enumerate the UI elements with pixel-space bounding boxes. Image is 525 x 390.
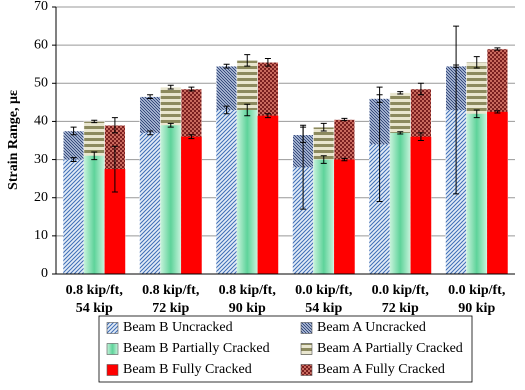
error-bar: [417, 132, 424, 141]
y-tick-label: 40: [34, 114, 48, 129]
bar: [181, 136, 202, 274]
x-tick-label: 0.8 kip/ft, 54 kip: [66, 283, 123, 316]
bar: [216, 109, 237, 274]
error-bar: [111, 145, 118, 193]
legend-swatch: [106, 364, 119, 376]
error-bar: [320, 155, 327, 164]
y-tick-label: 0: [41, 266, 48, 281]
error-bar: [111, 117, 118, 134]
error-bar: [70, 126, 77, 136]
bar: [236, 109, 258, 274]
legend-swatch: [300, 364, 313, 376]
x-tick-label: 0.8 kip/ft, 72 kip: [142, 283, 199, 316]
error-bar: [223, 63, 230, 69]
y-tick-label: 30: [34, 152, 48, 167]
x-tick-label: 0.8 kip/ft, 90 kip: [219, 283, 276, 316]
error-bar: [453, 25, 460, 195]
legend-label: Beam B Uncracked: [123, 320, 233, 335]
legend-label: Beam A Fully Cracked: [317, 362, 445, 377]
error-bar: [494, 47, 501, 51]
legend-label: Beam A Partially Cracked: [317, 341, 463, 356]
bar: [334, 159, 355, 274]
error-bar: [376, 86, 383, 203]
error-bar: [494, 110, 501, 114]
error-bar: [244, 54, 251, 67]
error-bar: [397, 91, 404, 95]
error-bar: [473, 56, 480, 69]
bar: [389, 132, 411, 274]
bar: [83, 155, 105, 274]
bar: [410, 136, 432, 274]
legend-swatch: [300, 322, 313, 334]
y-tick-label: 70: [34, 0, 48, 14]
error-bar: [397, 131, 404, 135]
bar: [104, 169, 126, 274]
x-tick-label: 0.0 kip/ft, 54 kip: [295, 283, 352, 316]
error-bar: [167, 122, 174, 128]
y-axis-title: Strain Range, με: [6, 90, 21, 190]
error-bar: [147, 94, 154, 100]
y-tick-label: 50: [34, 76, 48, 91]
legend-swatch: [300, 343, 313, 355]
bar: [487, 111, 508, 275]
legend-label: Beam A Uncracked: [317, 320, 426, 335]
error-bar: [188, 86, 195, 92]
legend-swatch: [106, 322, 119, 334]
error-bar: [473, 109, 480, 119]
y-tick-label: 10: [34, 228, 48, 243]
bar: [369, 144, 390, 274]
bar: [292, 167, 314, 274]
y-tick-label: 60: [34, 37, 48, 52]
error-bar: [223, 105, 230, 115]
bar: [63, 159, 84, 274]
error-bar: [91, 119, 98, 124]
bar: [466, 113, 488, 274]
bar: [313, 159, 335, 274]
legend-label: Beam B Partially Cracked: [123, 341, 270, 356]
error-bar: [341, 117, 348, 122]
error-bar: [417, 82, 424, 96]
error-bar: [91, 151, 98, 161]
error-bar: [188, 134, 195, 140]
x-tick-label: 0.0 kip/ft, 90 kip: [448, 283, 505, 316]
error-bar: [341, 157, 348, 162]
error-bar: [264, 113, 271, 119]
error-bar: [264, 57, 271, 67]
x-tick-label: 0.0 kip/ft, 72 kip: [372, 283, 429, 316]
error-bar: [320, 122, 327, 132]
legend-label: Beam B Fully Cracked: [123, 362, 252, 377]
error-bar: [70, 157, 77, 162]
error-bar: [167, 84, 174, 90]
bar: [139, 132, 161, 274]
error-bar: [300, 124, 307, 210]
error-bar: [244, 103, 251, 117]
legend-swatch: [106, 343, 119, 355]
bar: [257, 115, 279, 274]
error-bar: [147, 130, 154, 136]
legend-box: [98, 315, 473, 383]
bar: [160, 125, 182, 274]
y-tick-label: 20: [34, 190, 48, 205]
